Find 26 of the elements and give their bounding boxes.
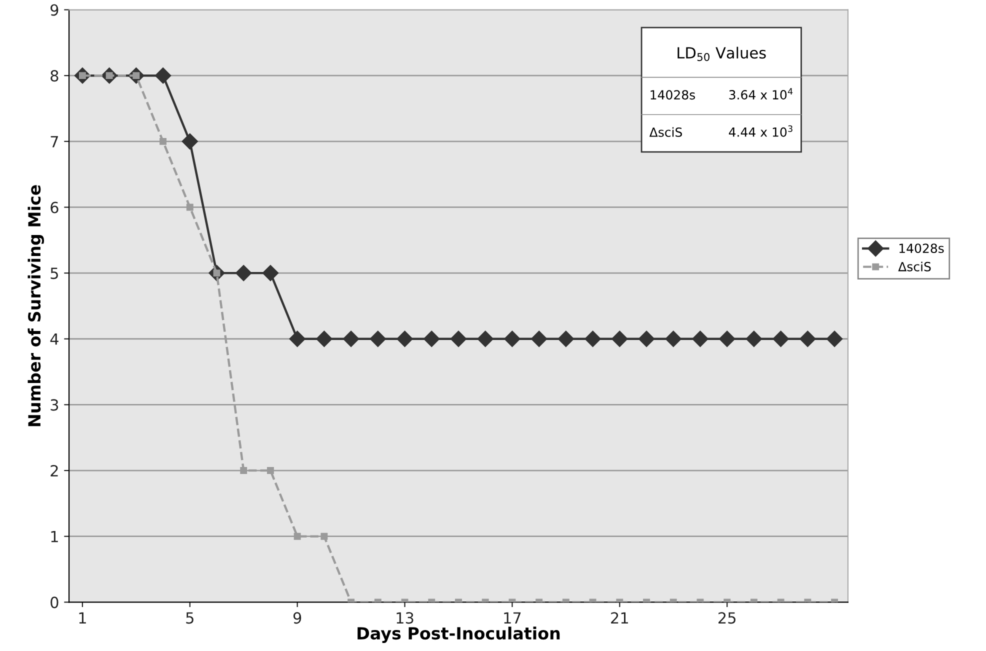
x-tick-label: 1 <box>79 612 86 624</box>
y-tick-label: 1 <box>51 531 58 542</box>
x-tick-label: 25 <box>718 612 736 624</box>
annotation: 4.44 x 10$^{3}$ <box>728 125 792 137</box>
annotation: 3.64 x 10$^{4}$ <box>729 88 793 100</box>
y-tick-label: 6 <box>50 202 58 214</box>
y-tick-label: 8 <box>50 70 58 82</box>
y-tick-label: 0 <box>50 596 58 608</box>
x-tick-label: 21 <box>611 612 628 624</box>
x-tick-label: 13 <box>396 612 414 624</box>
x-tick-label: 17 <box>504 612 521 624</box>
y-tick-label: 4 <box>50 334 58 345</box>
y-tick-label: 7 <box>50 136 58 148</box>
annotation: LD$_{50}$ Values <box>678 46 766 62</box>
x-axis-title: Days Post-Inoculation <box>358 626 560 643</box>
annotation: ΔsciS <box>649 127 682 137</box>
annotation: 14028s <box>650 90 695 100</box>
y-tick-label: 3 <box>50 399 58 411</box>
y-axis-title: Number of Surviving Mice <box>28 185 44 426</box>
x-tick-label: 9 <box>293 612 302 624</box>
y-tick-label: 2 <box>50 464 58 476</box>
x-tick-label: 5 <box>186 612 194 624</box>
legend-label: 14028s <box>899 244 944 254</box>
y-tick-label: 5 <box>50 268 58 280</box>
legend-label: ΔsciS <box>898 262 931 272</box>
y-tick-label: 9 <box>50 4 58 16</box>
